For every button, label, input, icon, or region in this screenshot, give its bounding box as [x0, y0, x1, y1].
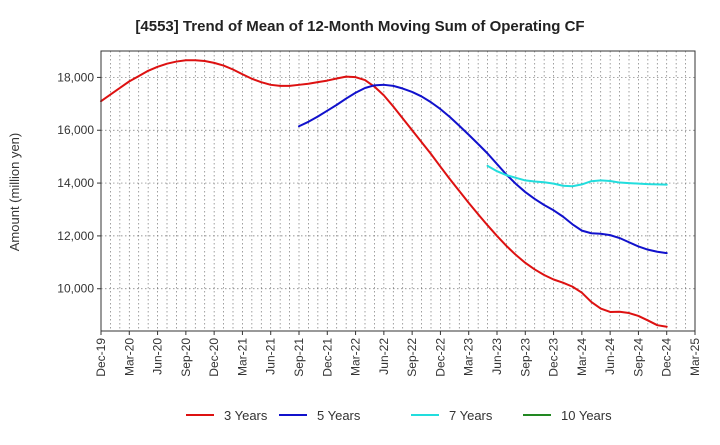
y-tick-label: 18,000	[57, 70, 94, 84]
x-tick-label: Jun-21	[264, 338, 278, 375]
x-tick-label: Sep-24	[631, 338, 645, 377]
x-tick-label: Mar-25	[688, 338, 702, 376]
x-tick-label: Sep-20	[179, 338, 193, 377]
legend-label-7-years: 7 Years	[449, 408, 493, 423]
x-tick-label: Sep-23	[518, 338, 532, 377]
legend-label-3-years: 3 Years	[224, 408, 268, 423]
y-tick-label: 16,000	[57, 123, 94, 137]
x-tick-label: Mar-22	[349, 338, 363, 376]
x-tick-label: Dec-22	[433, 338, 447, 377]
x-tick-label: Sep-21	[292, 338, 306, 377]
series-line-7-years	[486, 164, 668, 188]
x-tick-label: Jun-20	[151, 338, 165, 375]
series-line-3-years	[100, 59, 668, 328]
x-tick-label: Jun-22	[377, 338, 391, 375]
x-tick-label: Dec-20	[207, 338, 221, 377]
plot-frame	[100, 50, 696, 332]
legend-label-5-years: 5 Years	[317, 408, 361, 423]
legend-label-10-years: 10 Years	[561, 408, 612, 423]
x-tick-label: Sep-22	[405, 338, 419, 377]
x-tick-label: Jun-24	[603, 338, 617, 375]
plot-series	[100, 59, 668, 328]
x-tick-label: Dec-24	[660, 338, 674, 377]
x-tick-label: Dec-19	[94, 338, 108, 377]
y-tick-label: 14,000	[57, 176, 94, 190]
x-tick-label: Mar-23	[462, 338, 476, 376]
chart-title: [4553] Trend of Mean of 12-Month Moving …	[135, 18, 584, 35]
y-tick-label: 10,000	[57, 282, 94, 296]
plot-axes	[100, 50, 696, 332]
legend: 3 Years 5 Years 7 Years 10 Years	[186, 408, 612, 423]
x-tick-label: Mar-21	[235, 338, 249, 376]
x-axis-ticks: Dec-19 Mar-20 Jun-20 Sep-20 Dec-20 Mar-21 Jun-…	[94, 331, 702, 377]
y-axis-ticks: 10,000 12,000 14,000 16,000 18,000	[57, 70, 101, 296]
x-tick-label: Mar-20	[122, 338, 136, 376]
y-axis-label: Amount (million yen)	[7, 133, 22, 252]
x-tick-label: Jun-23	[490, 338, 504, 375]
x-tick-label: Dec-23	[547, 338, 561, 377]
series-line-5-years	[298, 83, 668, 255]
x-tick-label: Dec-21	[320, 338, 334, 377]
plot-grid	[101, 51, 695, 331]
x-tick-label: Mar-24	[575, 338, 589, 376]
y-tick-label: 12,000	[57, 229, 94, 243]
